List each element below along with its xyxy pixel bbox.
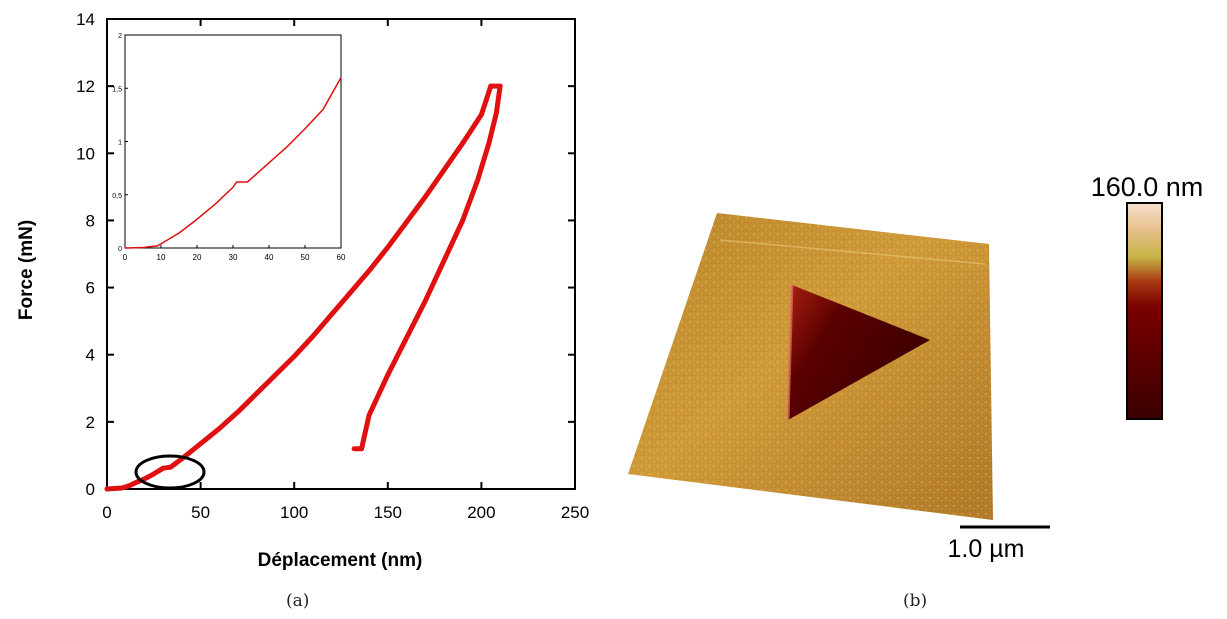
pop-in-circle	[134, 454, 206, 490]
plot-frame	[106, 18, 576, 490]
inset-x-tick-label: 60	[337, 253, 346, 262]
inset-y-tick-label: 2	[118, 33, 122, 40]
inset-series-line	[124, 77, 342, 249]
x-tick-label: 150	[374, 503, 402, 522]
x-tick-label: 200	[467, 503, 495, 522]
series-line-unloading	[351, 83, 503, 452]
inset-y-tick-label: 0,5	[112, 193, 122, 200]
y-tick-label: 8	[86, 211, 95, 230]
x-tick-label: 50	[191, 503, 210, 522]
inset-x-tick-label: 40	[265, 253, 274, 262]
colorbar	[1126, 202, 1163, 420]
inset-x-tick-label: 10	[157, 253, 166, 262]
caption-a: (a)	[286, 591, 310, 611]
y-tick-label: 10	[76, 144, 95, 163]
y-tick-label: 12	[76, 77, 95, 96]
y-tick-label: 14	[76, 10, 95, 29]
x-axis-label: Déplacement (nm)	[258, 550, 423, 571]
y-tick-label: 4	[86, 346, 95, 365]
colorbar-max-label: 160.0 nm	[1091, 172, 1204, 202]
y-tick-label: 0	[86, 480, 95, 499]
inset-x-tick-label: 50	[301, 253, 310, 262]
inset-y-tick-label: 1,5	[112, 86, 122, 93]
inset-x-tick-label: 0	[123, 253, 128, 262]
y-axis-label: Force (mN)	[16, 220, 37, 320]
scale-bar-label: 1.0 µm	[948, 535, 1025, 563]
y-tick-label: 2	[86, 413, 95, 432]
x-tick-label: 250	[561, 503, 589, 522]
x-tick-label: 0	[102, 503, 111, 522]
inset-chart: 0 10 20 30 40 50 60 0 0,5 1 1,5 2	[112, 33, 346, 262]
y-tick-label: 6	[86, 279, 95, 298]
inset-y-tick-label: 0	[118, 246, 122, 253]
series-line-loading	[104, 83, 494, 492]
inset-x-tick-label: 20	[193, 253, 202, 262]
caption-b: (b)	[903, 591, 928, 611]
afm-image-panel: 160.0 nm 1.0 µm	[628, 172, 1204, 563]
inset-frame	[124, 34, 342, 249]
inset-x-tick-label: 30	[229, 253, 238, 262]
indentation-triangle	[786, 284, 930, 421]
inset-y-tick-label: 1	[118, 140, 122, 147]
x-tick-label: 100	[280, 503, 308, 522]
